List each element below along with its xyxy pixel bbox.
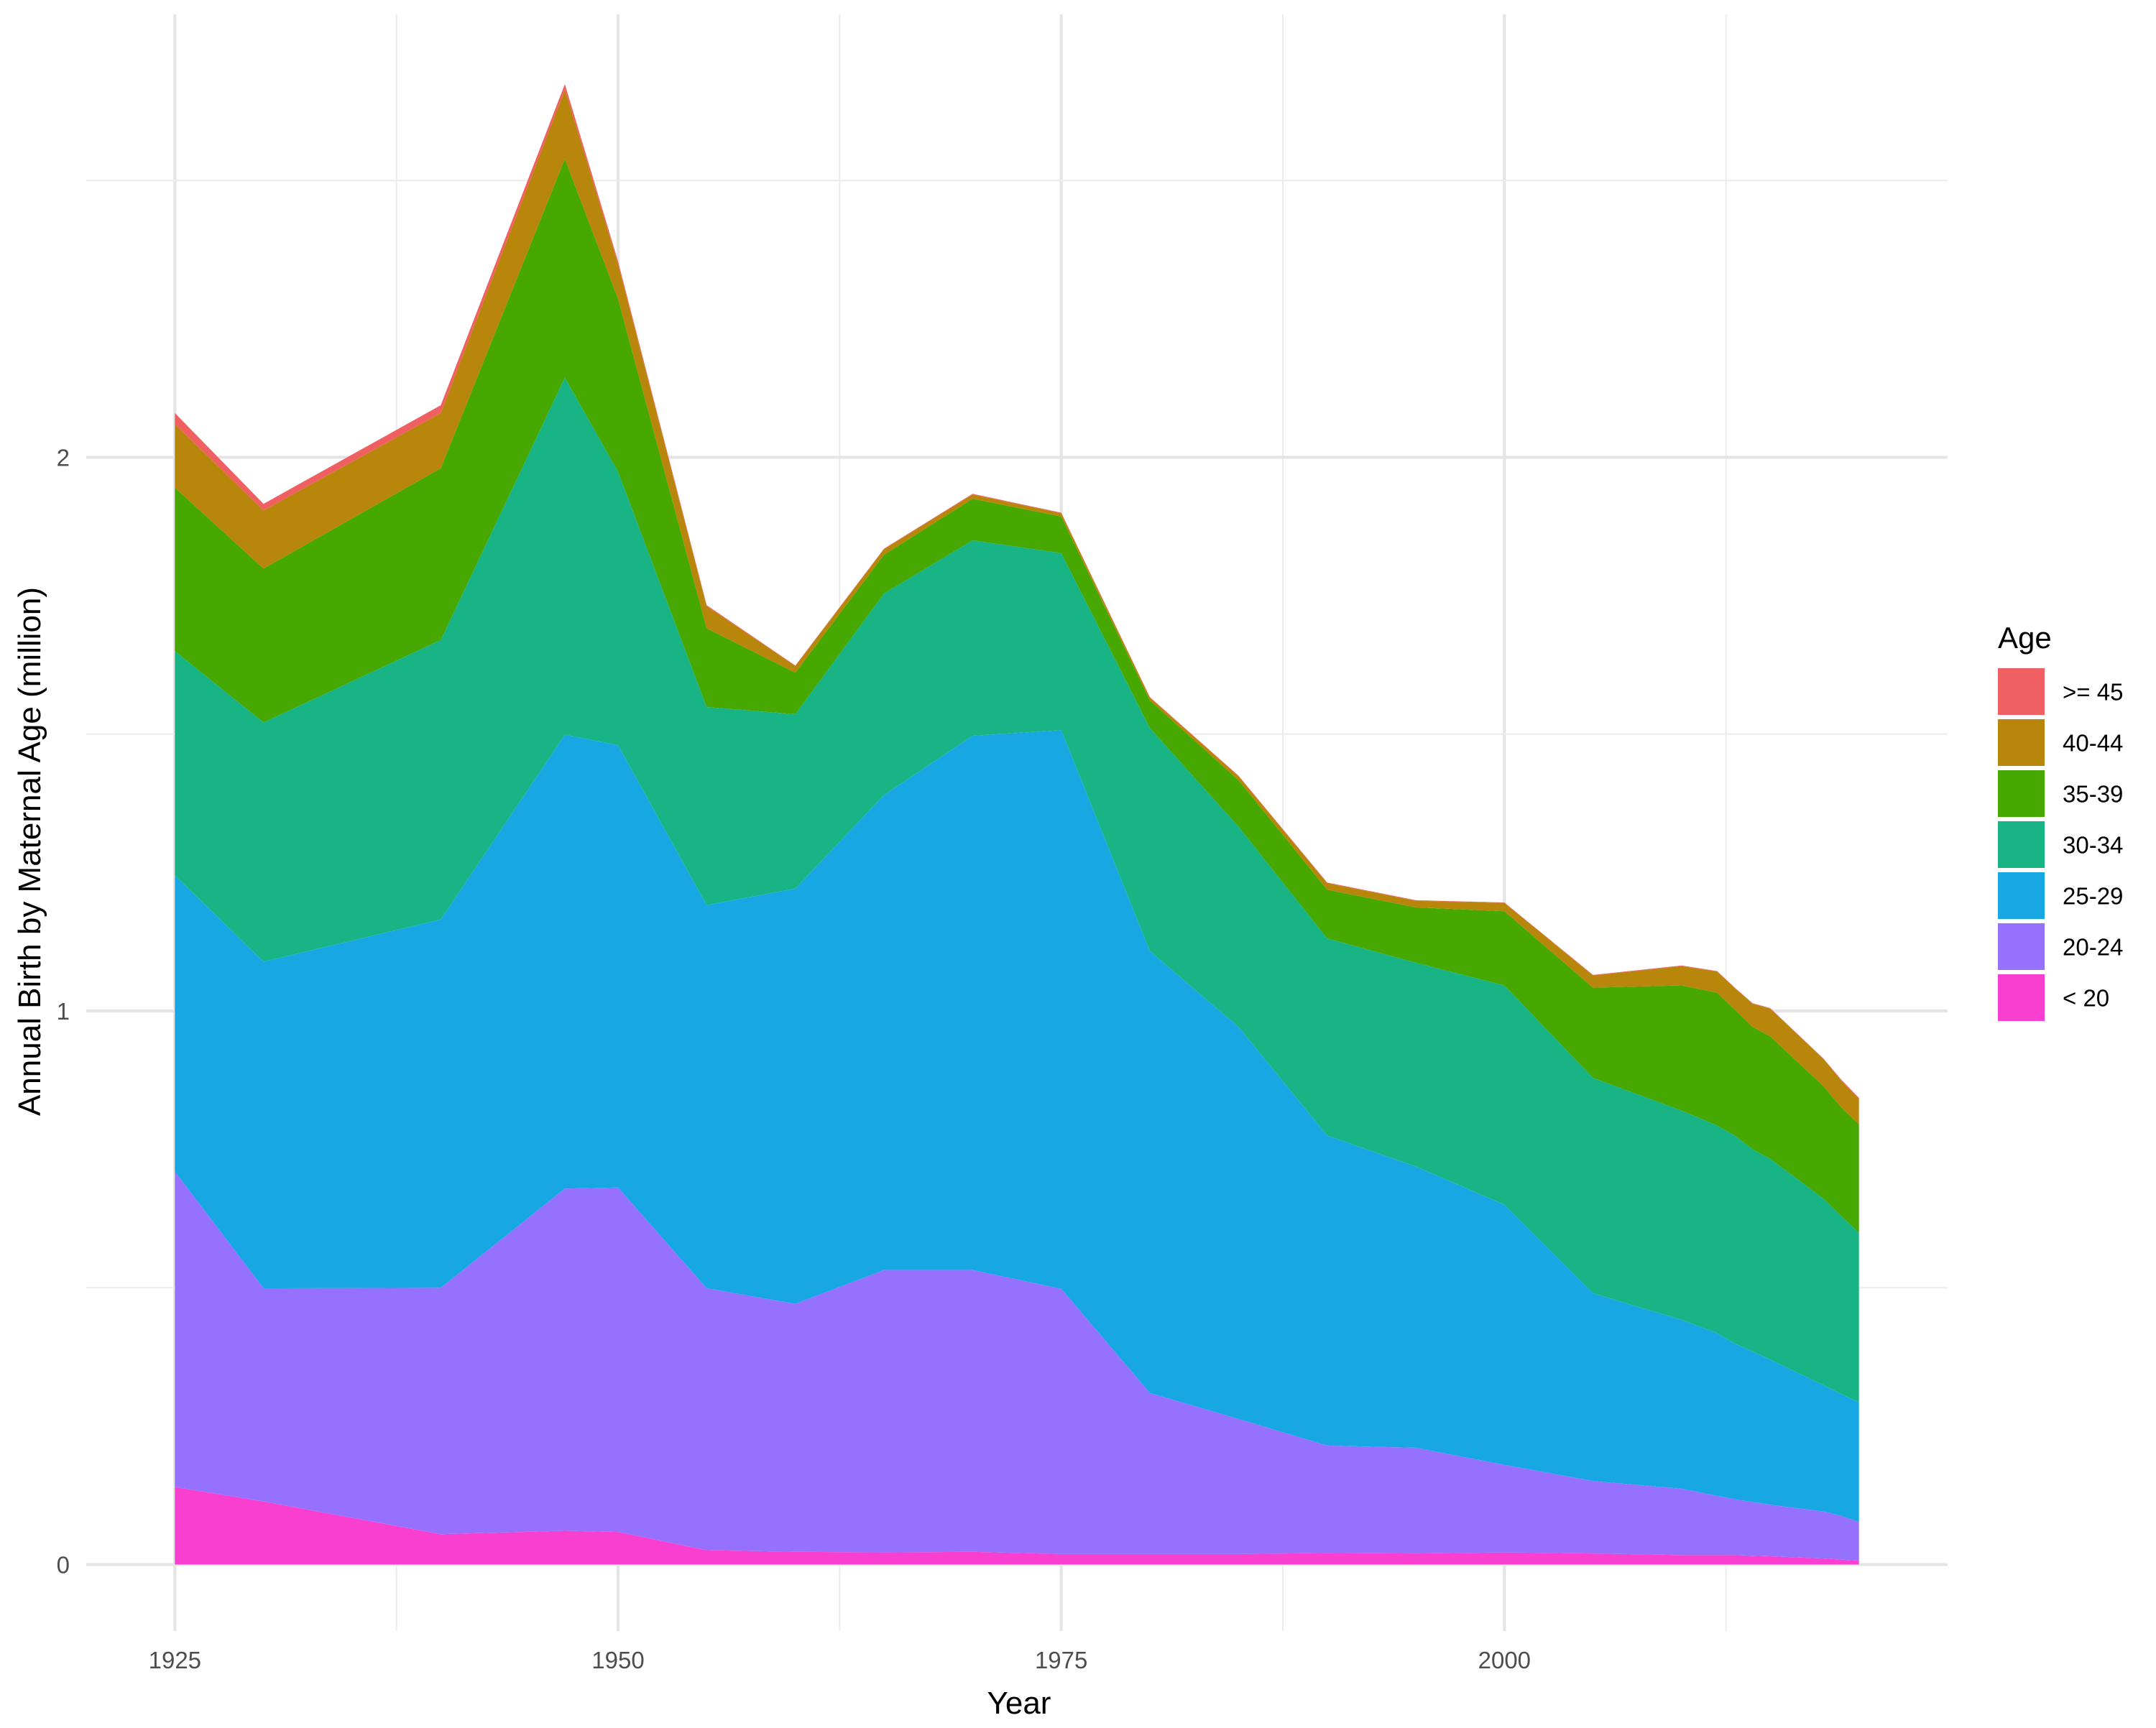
legend-label: < 20 [2063, 985, 2109, 1012]
legend-swatch-20 [1998, 974, 2045, 1021]
legend-label: 25-29 [2063, 883, 2123, 910]
legend-swatch-45 [1998, 668, 2045, 715]
axis-layer: 1925 1950 1975 2000 0 1 2 [57, 444, 1531, 1673]
legend-label: 30-34 [2063, 832, 2123, 859]
area-series-25-29 [175, 730, 1859, 1523]
legend-label: 35-39 [2063, 781, 2123, 808]
legend-label: >= 45 [2063, 679, 2123, 706]
legend-swatch-35-39 [1998, 770, 2045, 817]
legend-items: >= 45 40-44 35-39 30-34 25-29 20-24 < 20 [1998, 668, 2123, 1021]
x-tick-label: 1925 [149, 1647, 201, 1673]
x-tick-label: 2000 [1478, 1647, 1531, 1673]
legend-label: 20-24 [2063, 934, 2123, 961]
legend: Age >= 45 40-44 35-39 30-34 25-29 20-24 < 20 [1998, 621, 2123, 1021]
x-tick-label: 1975 [1035, 1647, 1087, 1673]
area-series-under-20 [175, 1487, 1859, 1565]
x-axis-title: Year [987, 1686, 1051, 1721]
legend-title: Age [1998, 621, 2052, 655]
y-tick-label: 1 [57, 998, 70, 1025]
legend-label: 40-44 [2063, 730, 2123, 757]
area-layer [175, 84, 1859, 1565]
legend-swatch-40-44 [1998, 719, 2045, 766]
legend-swatch-25-29 [1998, 872, 2045, 919]
legend-swatch-30-34 [1998, 821, 2045, 868]
y-axis-title: Annual Birth by Maternal Age (million) [12, 587, 47, 1116]
area-series-20-24 [175, 1171, 1859, 1561]
area-series-30-34 [175, 377, 1859, 1403]
x-tick-label: 1950 [591, 1647, 644, 1673]
y-tick-label: 0 [57, 1552, 70, 1579]
legend-swatch-20-24 [1998, 923, 2045, 970]
area-series-35-39 [175, 159, 1859, 1234]
y-tick-label: 2 [57, 444, 70, 471]
